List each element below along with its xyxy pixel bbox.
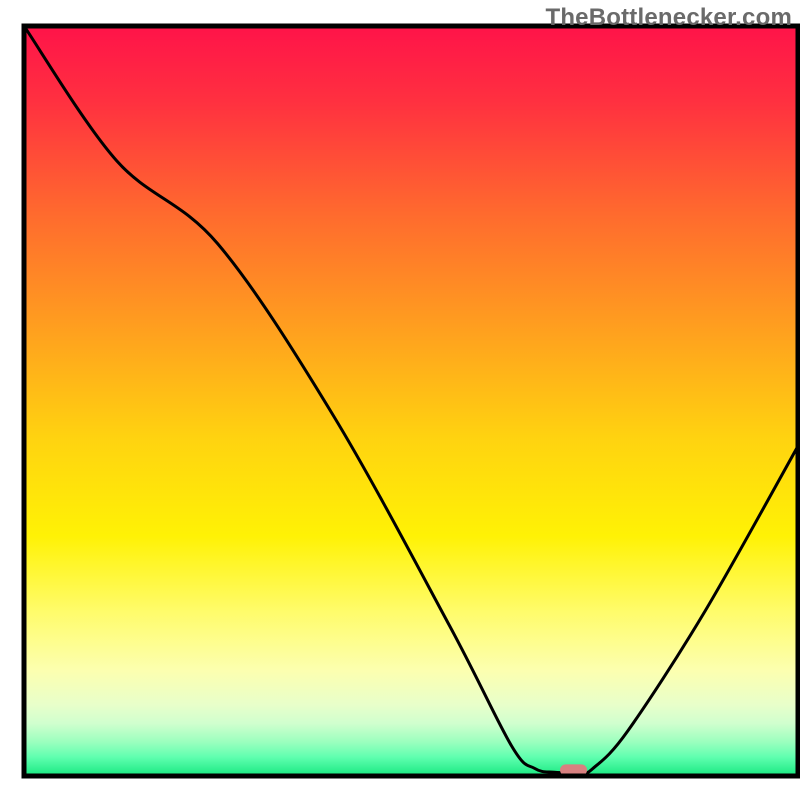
bottleneck-curve-chart xyxy=(0,0,800,800)
chart-container: TheBottlenecker.com xyxy=(0,0,800,800)
watermark-label: TheBottlenecker.com xyxy=(545,4,792,32)
chart-background xyxy=(24,26,798,776)
